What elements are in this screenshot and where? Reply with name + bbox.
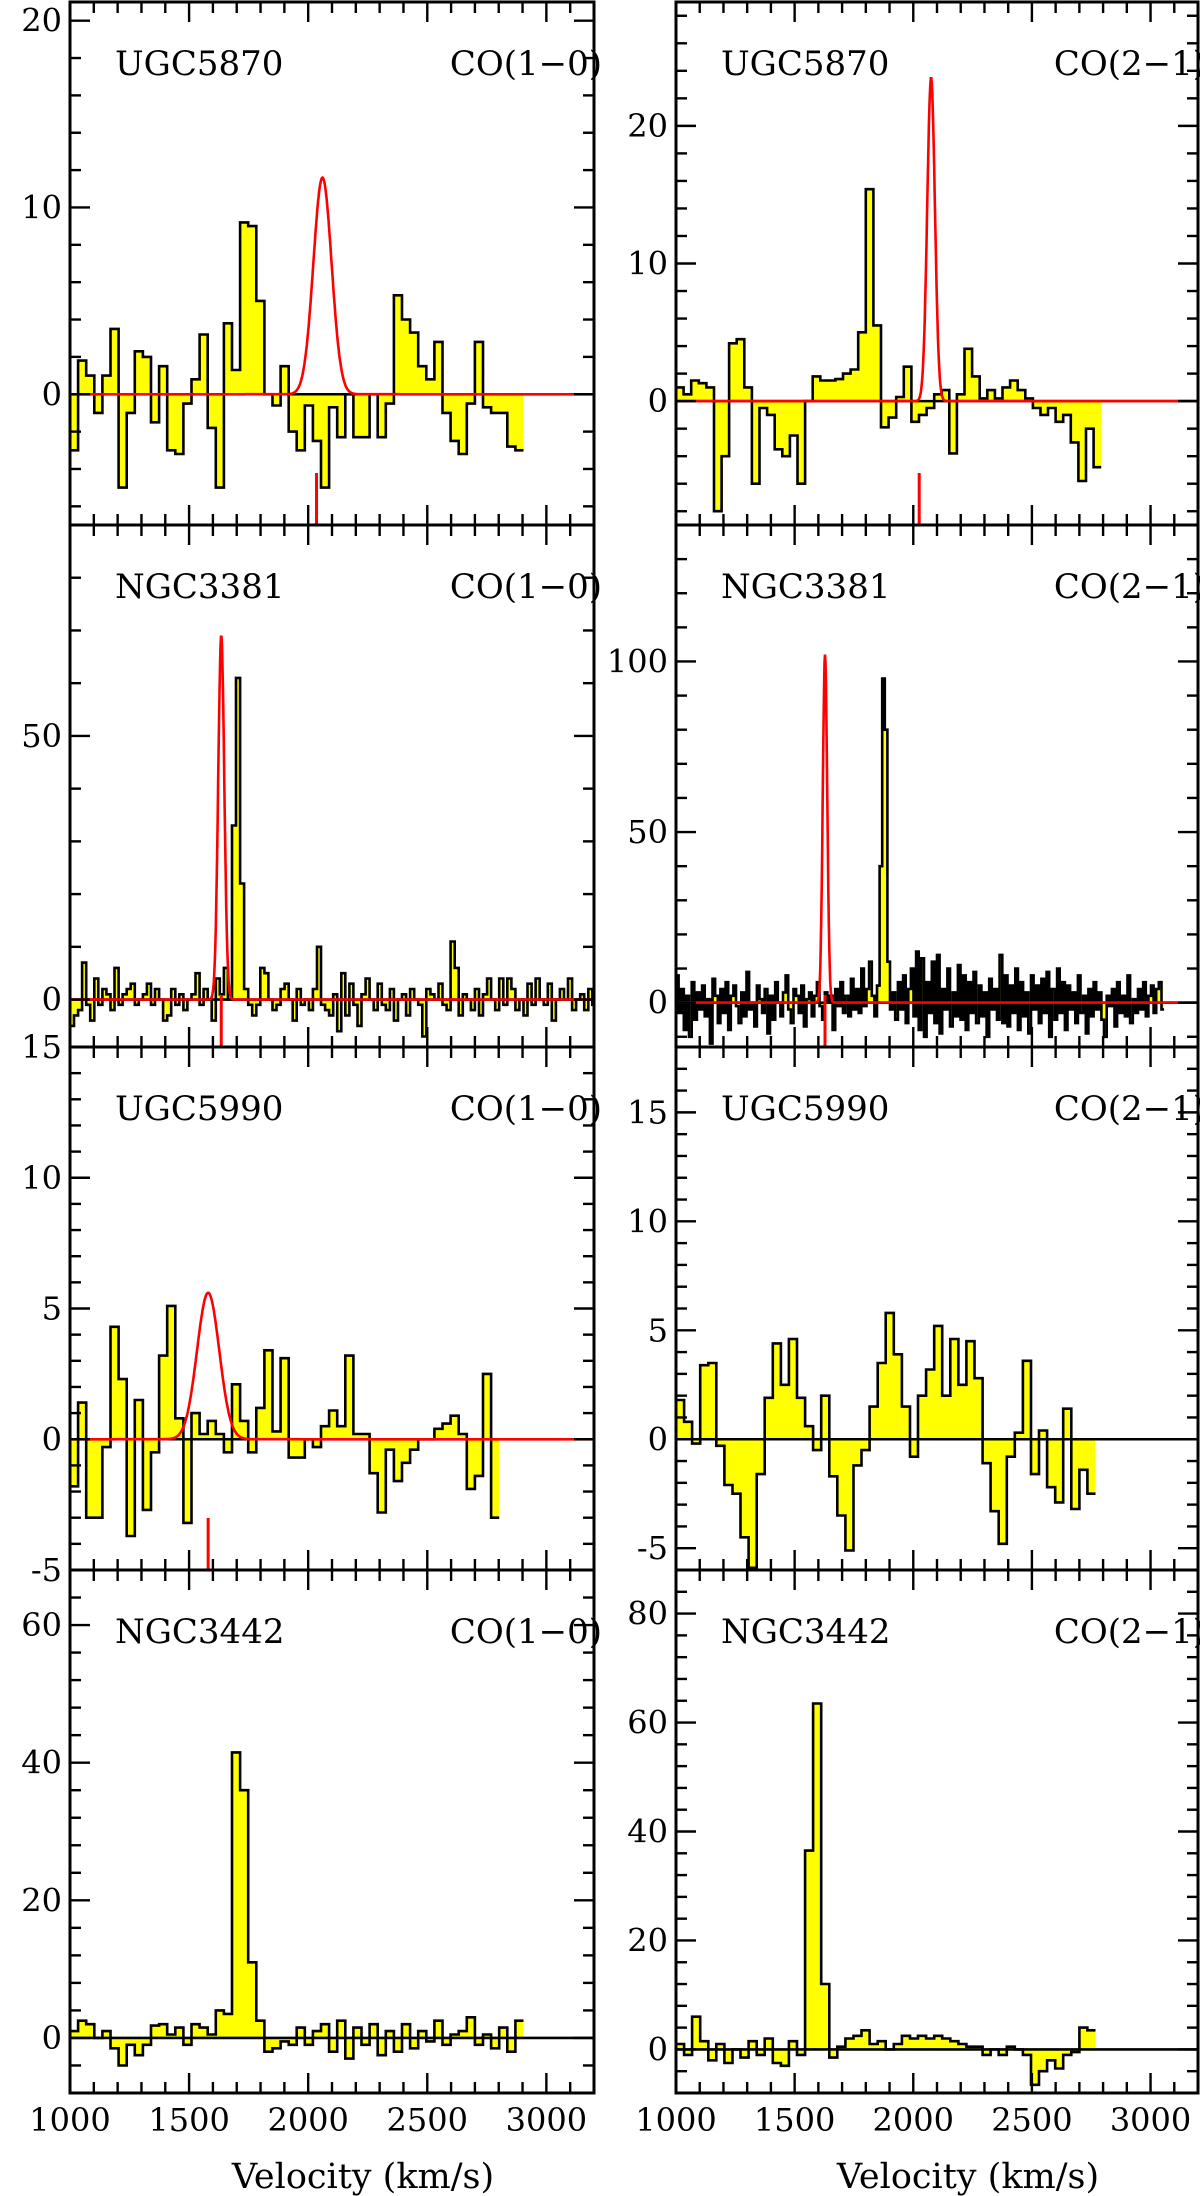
galaxy-label: NGC3381 [115,567,284,607]
spectrum-panel: 0 50 100 NGC3381 CO(2−1) [607,523,1200,1049]
galaxy-label: NGC3442 [115,1612,284,1652]
y-tick-label: 40 [627,1813,668,1851]
spectrum-panel: 0 10 20 UGC5870 CO(2−1) [627,0,1200,527]
y-tick-label: 100 [607,642,668,680]
gaussian-fit [70,1291,594,1441]
line-label: CO(1−0) [450,1612,602,1652]
plot-area [70,635,594,1047]
gaussian-fit [676,77,1198,403]
spectrum-histogram [676,187,1102,513]
x-tick-label: 2000 [267,2101,348,2139]
plot-area [676,1702,1198,2087]
spectrum-panel: -5 0 5 10 15 UGC5990 CO(1−0) [21,1028,602,1589]
y-tick-label: 0 [42,2019,62,2057]
y-tick-label: 40 [21,1744,62,1782]
x-tick-label: 2000 [873,2101,954,2139]
gaussian-fit [676,654,1198,1004]
y-tick-label: 50 [627,813,668,851]
galaxy-label: NGC3442 [721,1612,890,1652]
y-tick-label: 0 [648,2030,668,2068]
y-tick-label: 0 [648,1420,668,1458]
y-tick-label: 20 [627,1921,668,1959]
spectrum-histogram [676,677,1165,1045]
spectrum-panel: 0 10 20 UGC5870 CO(1−0) [21,0,602,527]
spectrum-fill [70,1752,524,2066]
galaxy-label: UGC5870 [721,44,889,84]
spectrum-panel: -5 0 5 10 15 UGC5990 CO(2−1) [627,1045,1200,1572]
y-tick-label: 80 [627,1595,668,1633]
y-tick-label: 50 [21,717,62,755]
line-label: CO(1−0) [450,1089,602,1129]
y-tick-label: 10 [21,1159,62,1197]
spectrum-panel: 0 20 40 60 80 1000 1500 2000 2500 3000 NGC3442 CO(2… [627,1568,1200,2139]
y-tick-label: 0 [42,375,62,413]
y-tick-label: 20 [21,2,62,40]
spectrum-histogram [70,1751,524,2067]
spectrum-fill [676,1703,1096,2085]
x-axis-label-right: Velocity (km/s) [836,2157,1099,2196]
y-tick-label: 5 [648,1311,668,1349]
y-tick-label: 20 [21,1881,62,1919]
y-tick-label: 60 [627,1704,668,1742]
x-tick-label: 2500 [387,2101,468,2139]
y-tick-label: 10 [627,245,668,283]
spectrum-fill [676,189,1102,512]
y-tick-label: 10 [627,1202,668,1240]
spectrum-panel: 0 50 NGC3381 CO(1−0) [21,523,602,1049]
galaxy-label: UGC5870 [115,44,283,84]
plot-area [676,1311,1198,1570]
y-tick-label: 15 [627,1093,668,1131]
y-tick-label: 10 [21,188,62,226]
x-tick-label: 3000 [506,2101,587,2139]
y-tick-label: -5 [31,1551,62,1589]
y-tick-label: 0 [42,1420,62,1458]
spectrum-panel: 0 20 40 60 1000 1500 2000 2500 3000 NGC3442 CO(1−0… [21,1568,602,2139]
line-label: CO(2−1) [1054,1089,1200,1129]
x-axis-label-left: Velocity (km/s) [231,2157,494,2196]
y-tick-label: 15 [21,1028,62,1066]
line-label: CO(2−1) [1054,44,1200,84]
y-tick-label: 0 [42,981,62,1019]
galaxy-label: UGC5990 [115,1089,283,1129]
spectrum-histogram [676,1702,1096,2087]
plot-area [70,1291,594,1570]
spectrum-fill [70,1305,500,1536]
galaxy-label: NGC3381 [721,567,890,607]
gaussian-fit [70,176,594,396]
x-tick-label: 1500 [754,2101,835,2139]
x-tick-label: 1500 [148,2101,229,2139]
plot-area [676,654,1198,1047]
x-tick-label: 1000 [29,2101,110,2139]
y-tick-label: 20 [627,107,668,145]
spectrum-histogram [70,221,524,489]
panel-grid: 0 10 20 UGC5870 CO(1−0) 0 10 20 UGC5870 CO(2−1) 0 5… [21,0,1200,2139]
plot-area [676,77,1198,525]
y-tick-label: -5 [637,1529,668,1567]
line-label: CO(2−1) [1054,567,1200,607]
line-label: CO(1−0) [450,567,602,607]
spectrum-histogram [70,676,594,1038]
galaxy-label: UGC5990 [721,1089,889,1129]
gaussian-fit [70,635,594,1001]
y-tick-label: 0 [648,984,668,1022]
x-tick-label: 3000 [1110,2101,1191,2139]
y-tick-label: 0 [648,382,668,420]
x-tick-label: 2500 [991,2101,1072,2139]
line-label: CO(1−0) [450,44,602,84]
y-tick-label: 60 [21,1606,62,1644]
plot-area [70,1751,594,2067]
y-tick-label: 5 [42,1290,62,1328]
x-tick-label: 1000 [635,2101,716,2139]
spectrum-histogram [676,1311,1096,1570]
line-label: CO(2−1) [1054,1612,1200,1652]
plot-area [70,176,594,525]
